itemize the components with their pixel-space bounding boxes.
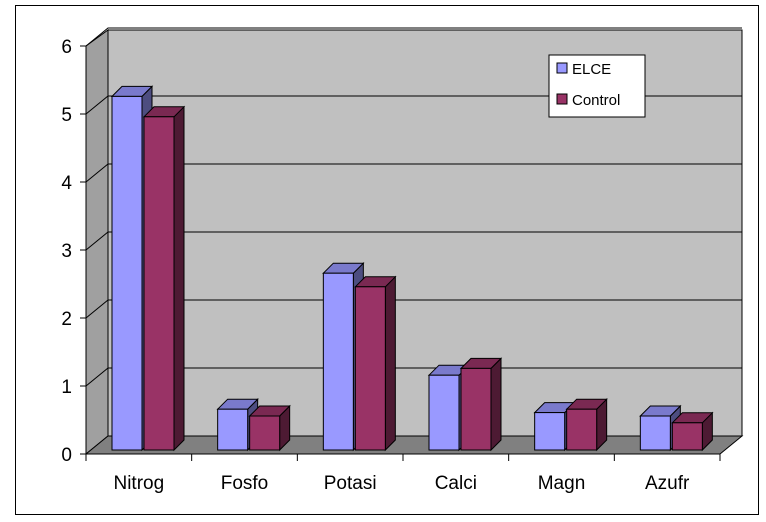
chart-back-wall bbox=[107, 29, 743, 437]
bar-front bbox=[111, 95, 143, 451]
legend-label-control: Control bbox=[572, 92, 620, 109]
y-tick-label: 3 bbox=[61, 241, 72, 262]
bar-front bbox=[671, 422, 703, 451]
bar-control-potasi bbox=[354, 275, 397, 452]
y-tick-label: 4 bbox=[61, 173, 72, 194]
x-tick-label: Nitrog bbox=[113, 473, 164, 494]
bar-control-magn bbox=[565, 397, 608, 452]
gridline bbox=[85, 367, 742, 387]
x-axis-tick-labels: Nitrog Fosfo Potasi Calci Magn Azufr bbox=[85, 454, 721, 494]
bars bbox=[110, 85, 714, 452]
bar-front bbox=[322, 272, 354, 451]
x-tick-label: Magn bbox=[538, 473, 586, 494]
gridlines bbox=[85, 27, 742, 387]
y-tick-label: 0 bbox=[61, 445, 72, 466]
bar-control-fosfo bbox=[248, 404, 291, 452]
legend: ELCE Control bbox=[548, 54, 646, 118]
gridline bbox=[85, 299, 742, 319]
legend-label-elce: ELCE bbox=[572, 61, 611, 78]
y-tick-label: 5 bbox=[61, 105, 72, 126]
gridline bbox=[85, 95, 742, 115]
gridline bbox=[85, 163, 742, 183]
bar-front bbox=[428, 374, 460, 451]
legend-swatch-control bbox=[556, 93, 568, 105]
y-tick-label: 6 bbox=[61, 37, 72, 58]
bar-front bbox=[460, 367, 492, 451]
y-axis-tick-labels: 0 1 2 3 4 5 6 bbox=[61, 37, 86, 466]
y-tick-label: 2 bbox=[61, 309, 72, 330]
bar-side bbox=[490, 357, 502, 452]
bar-front bbox=[143, 116, 175, 451]
bar-side bbox=[173, 105, 185, 452]
bar-side bbox=[384, 275, 396, 452]
chart-side-wall bbox=[85, 29, 109, 456]
bar-control-azufr bbox=[671, 411, 714, 452]
gridline bbox=[85, 27, 742, 47]
bar-front bbox=[639, 415, 671, 451]
x-tick-label: Azufr bbox=[645, 473, 690, 494]
bar-front bbox=[249, 415, 281, 451]
bar-front bbox=[534, 412, 566, 451]
y-tick-label: 1 bbox=[61, 377, 72, 398]
gridline bbox=[85, 231, 742, 251]
bar-front bbox=[354, 286, 386, 451]
x-tick-label: Fosfo bbox=[221, 473, 269, 494]
bar-front bbox=[566, 408, 598, 451]
bar-front bbox=[217, 408, 249, 451]
x-tick-label: Potasi bbox=[324, 473, 377, 494]
bar-control-calci bbox=[459, 357, 503, 452]
legend-swatch-elce bbox=[556, 62, 568, 74]
x-tick-label: Calci bbox=[435, 473, 477, 494]
bar-control-nitrog bbox=[142, 105, 186, 452]
